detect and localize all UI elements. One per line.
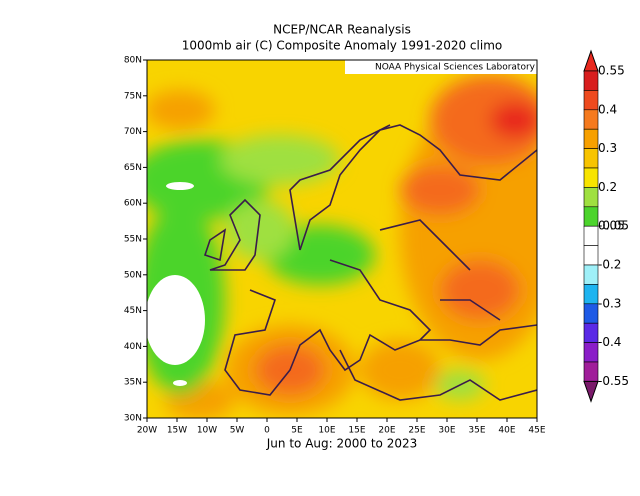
colorbar-label: 0.3 <box>598 141 617 155</box>
colorbar-cell <box>583 284 599 305</box>
lon-label: 25E <box>408 426 425 436</box>
lat-label: 35N <box>124 378 142 388</box>
title: NCEP/NCAR Reanalysis <box>273 23 411 37</box>
lon-label: 45E <box>528 426 545 436</box>
colorbar-label: -0.4 <box>598 335 621 349</box>
colorbar-cell <box>583 245 599 266</box>
colorbar-cell <box>583 225 599 246</box>
lon-label: 40E <box>498 426 515 436</box>
lat-label: 70N <box>124 127 142 137</box>
lat-label: 75N <box>124 91 142 101</box>
colorbar-cell <box>583 128 599 149</box>
lon-label: 5E <box>291 426 303 436</box>
lon-label: 10W <box>197 426 217 436</box>
colorbar-cell <box>583 342 599 363</box>
subtitle: 1000mb air (C) Composite Anomaly 1991-20… <box>182 39 502 53</box>
colorbar-cell <box>583 109 599 130</box>
colorbar-label: 0.2 <box>598 180 617 194</box>
colorbar-arrow <box>583 380 599 403</box>
colorbar: 0.55 0.4 0.3 0.2 0.05-0.05 -0.2 -0.3 -0.4 -0.55 <box>583 49 629 403</box>
colorbar-cell <box>583 303 599 324</box>
colorbar-label: -0.2 <box>598 258 621 272</box>
lat-label: 40N <box>124 342 142 352</box>
lat-label: 45N <box>124 306 142 316</box>
lon-label: 20E <box>378 426 395 436</box>
lon-label: 35E <box>468 426 485 436</box>
colorbar-label: 0.55 <box>598 64 625 78</box>
lat-label: 65N <box>124 163 142 173</box>
lat-label: 80N <box>124 56 142 66</box>
colorbar-label: -0.05 <box>598 219 629 233</box>
lon-label: 10E <box>318 426 335 436</box>
lon-label: 5W <box>230 426 245 436</box>
colorbar-cell <box>583 187 599 208</box>
colorbar-arrow <box>583 49 599 72</box>
colorbar-label: -0.3 <box>598 296 621 310</box>
lat-label: 30N <box>124 414 142 424</box>
colorbar-cell <box>583 90 599 111</box>
lat-label: 55N <box>124 235 142 245</box>
lon-label: 20W <box>137 426 157 436</box>
colorbar-cell <box>583 167 599 188</box>
colorbar-cell <box>583 148 599 169</box>
colorbar-cell <box>583 206 599 227</box>
colorbar-cell <box>583 322 599 343</box>
lon-label: 30E <box>438 426 455 436</box>
lon-label: 15E <box>348 426 365 436</box>
lon-label: 0 <box>264 426 270 436</box>
colorbar-label: -0.55 <box>598 374 629 388</box>
footer: Jun to Aug: 2000 to 2023 <box>266 437 417 451</box>
colorbar-cell <box>583 264 599 285</box>
colorbar-cell <box>583 70 599 91</box>
colorbar-cell <box>583 361 599 382</box>
lon-label: 15W <box>167 426 187 436</box>
lat-label: 60N <box>124 199 142 209</box>
attribution: NOAA Physical Sciences Laboratory <box>375 63 536 73</box>
colorbar-label: 0.4 <box>598 102 617 116</box>
colorbar-label: 0.05 <box>598 219 625 233</box>
lat-label: 50N <box>124 270 142 280</box>
map-field <box>147 60 537 418</box>
